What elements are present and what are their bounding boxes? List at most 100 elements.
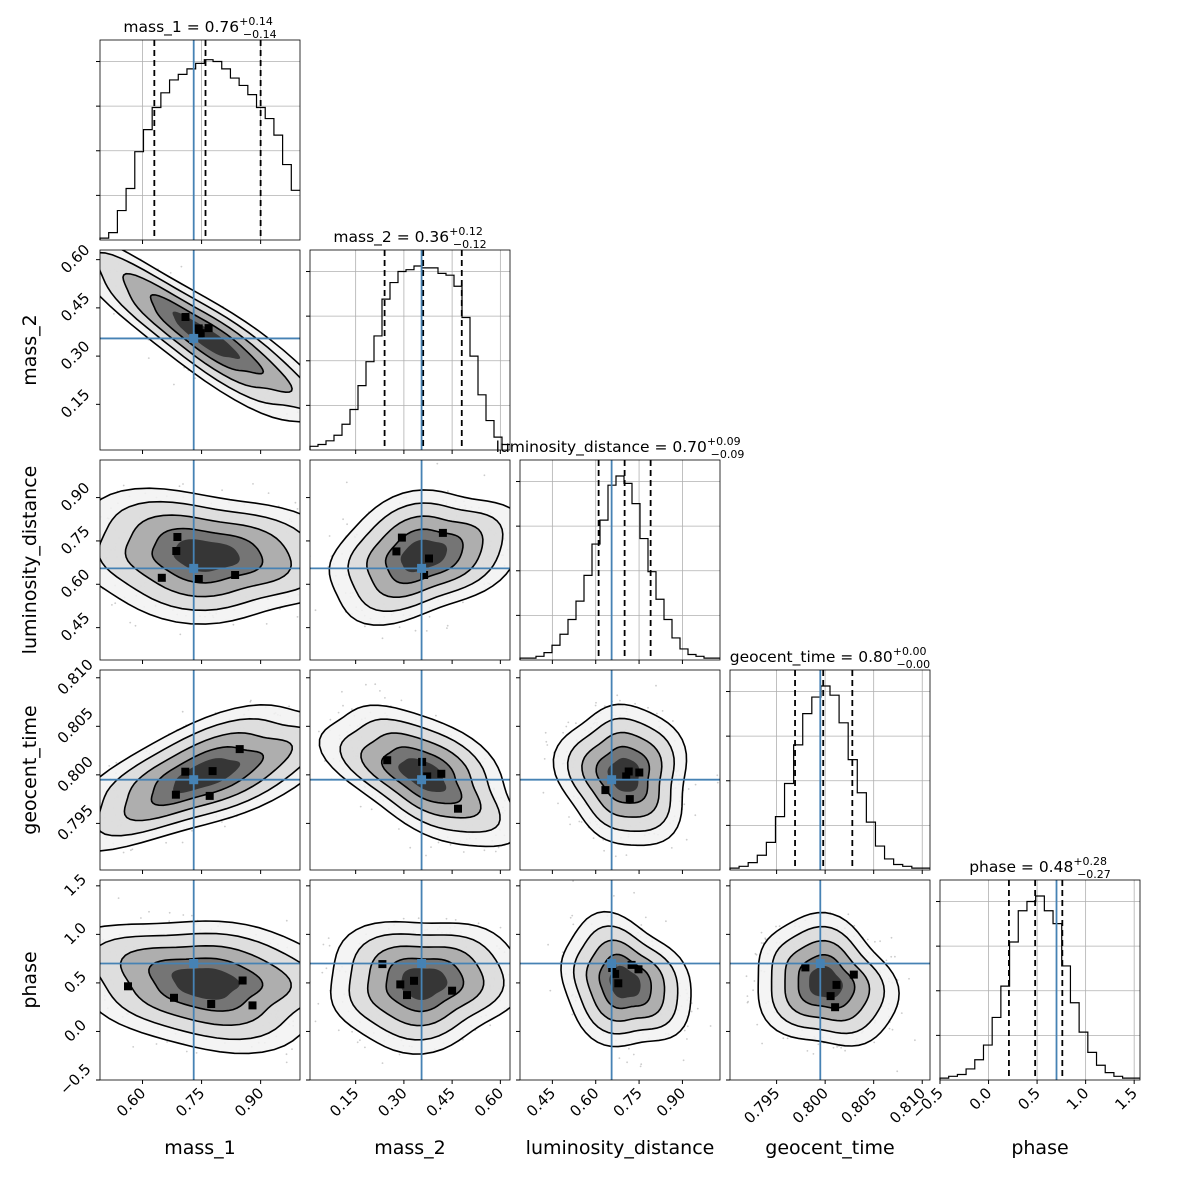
sample-point [90, 263, 92, 265]
sample-point [494, 850, 497, 853]
sample-point [323, 760, 326, 762]
sample-point [114, 602, 117, 605]
panel-background [100, 40, 300, 240]
sample-point [545, 740, 548, 743]
panel-frame [99, 459, 301, 661]
sample-point [97, 847, 99, 849]
panel-frame [309, 669, 511, 871]
sample-point [670, 847, 673, 849]
panel-background [730, 670, 930, 870]
sample-point [359, 805, 362, 808]
sample-point [483, 474, 486, 477]
sample-point [95, 829, 97, 831]
sample-point [302, 383, 304, 385]
hist-panel-luminosity_distance [519, 459, 721, 661]
sample-point [318, 730, 320, 733]
panel-frame [99, 669, 301, 871]
sample-point [288, 705, 290, 708]
sample-point [224, 825, 226, 828]
sample-point [87, 591, 89, 593]
sample-point [306, 524, 308, 526]
sample-point [435, 714, 437, 717]
sample-point [329, 457, 331, 459]
density-peak-cell [204, 324, 213, 333]
sample-point [92, 277, 94, 279]
sample-point [306, 560, 308, 562]
sample-point [364, 625, 366, 628]
sample-point [90, 239, 92, 241]
sample-point [54, 848, 56, 850]
truth-marker [417, 563, 427, 573]
density-peak-cell [420, 571, 429, 579]
sample-point [342, 704, 344, 707]
panel-background [520, 460, 720, 660]
sample-point [672, 720, 674, 722]
sample-point [58, 574, 60, 576]
sample-point [94, 514, 96, 516]
sample-point [616, 694, 619, 697]
sample-point [44, 231, 46, 233]
sample-point [303, 728, 305, 730]
sample-point [85, 275, 87, 277]
sample-point [346, 523, 348, 526]
sample-point [108, 765, 111, 767]
panel-title-phase: phase = 0.48+0.28 −0.27 [969, 855, 1111, 881]
sample-point [301, 591, 303, 593]
sample-point [345, 481, 348, 484]
sample-point [98, 269, 100, 271]
panel-frame [309, 459, 511, 661]
sample-point [379, 690, 381, 692]
sample-point [302, 571, 304, 573]
sample-point [131, 848, 134, 851]
sample-point [308, 609, 310, 611]
sample-point [94, 243, 96, 245]
sample-point [430, 846, 432, 848]
sample-point [47, 845, 49, 847]
sample-point [307, 747, 309, 749]
sample-point [304, 583, 306, 585]
scatter-panel-geocent_time-vs-mass_2 [309, 669, 520, 871]
sample-point [72, 860, 74, 862]
panel-frame [99, 39, 301, 241]
sample-point [93, 831, 95, 833]
sample-point [514, 817, 516, 819]
sample-point [94, 833, 96, 835]
sample-point [173, 383, 175, 386]
sample-point [178, 485, 181, 488]
sample-point [89, 264, 91, 266]
panel-frame [309, 249, 511, 451]
density-peak-cell [196, 329, 205, 338]
sample-point [518, 772, 520, 774]
scatter-panel-luminosity_distance-vs-mass_2 [309, 459, 519, 661]
sample-point [515, 578, 517, 580]
sample-point [181, 710, 184, 713]
sample-point [115, 761, 118, 764]
sample-point [51, 829, 53, 831]
sample-point [53, 850, 55, 852]
sample-point [515, 534, 517, 536]
scatter-panel-mass_2-vs-mass_1 [13, 196, 331, 459]
sample-point [518, 780, 520, 782]
panel-title-mass_1: mass_1 = 0.76+0.14 −0.14 [123, 15, 276, 41]
hist-panel-mass_1 [99, 39, 301, 241]
sample-point [462, 851, 465, 853]
sample-point [13, 196, 15, 198]
histogram-step [309, 265, 510, 450]
sample-point [425, 854, 427, 857]
sample-point [307, 553, 309, 555]
truth-marker [189, 775, 199, 785]
histogram-step [519, 475, 720, 660]
sample-point [191, 829, 193, 832]
sample-point [514, 556, 516, 558]
sample-point [165, 841, 168, 844]
panel-title-mass_2: mass_2 = 0.36+0.12 −0.12 [333, 225, 486, 251]
sample-point [517, 514, 519, 516]
sample-point [569, 823, 571, 826]
sample-point [305, 742, 307, 744]
sample-point [250, 699, 252, 702]
sample-point [300, 570, 302, 572]
sample-point [302, 769, 304, 771]
sample-point [314, 609, 317, 612]
density-peak-cell [392, 547, 401, 556]
density-peak-cell [425, 554, 433, 563]
